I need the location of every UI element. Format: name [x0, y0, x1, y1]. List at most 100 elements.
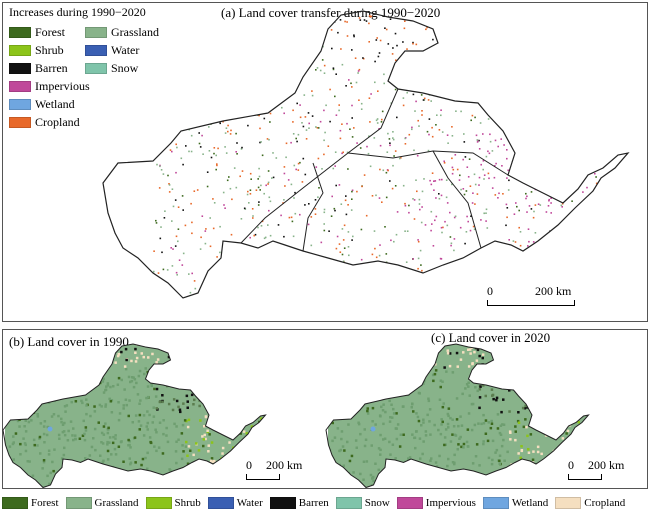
- land-cover-pixel: [258, 342, 261, 345]
- land-cover-pixel: [341, 333, 344, 336]
- change-dot: [545, 111, 547, 113]
- change-dot: [281, 106, 283, 109]
- change-dot: [439, 287, 442, 290]
- change-dot: [155, 14, 157, 17]
- change-dot: [200, 236, 202, 239]
- change-dot: [597, 148, 600, 150]
- change-dot: [267, 250, 269, 253]
- change-dot: [296, 102, 298, 105]
- change-dot: [438, 129, 441, 131]
- change-dot: [404, 230, 406, 232]
- change-dot: [186, 37, 188, 40]
- change-dot: [358, 68, 361, 71]
- land-cover-pixel: [281, 442, 284, 445]
- change-dot: [430, 229, 432, 232]
- land-cover-pixel: [572, 394, 575, 397]
- change-dot: [330, 29, 333, 31]
- change-dot: [375, 194, 377, 197]
- land-cover-pixel: [388, 440, 391, 444]
- change-dot: [421, 206, 423, 208]
- land-cover-pixel: [432, 379, 435, 383]
- change-dot: [174, 245, 177, 247]
- land-cover-pixel: [490, 419, 493, 423]
- change-dot: [330, 215, 333, 217]
- land-cover-pixel: [478, 396, 482, 399]
- change-dot: [236, 67, 239, 70]
- land-cover-pixel: [157, 480, 160, 483]
- change-dot: [225, 152, 228, 154]
- change-dot: [551, 80, 553, 82]
- land-cover-pixel: [459, 481, 462, 485]
- land-cover-pixel: [379, 448, 382, 452]
- change-dot: [427, 59, 430, 61]
- change-dot: [248, 76, 251, 78]
- change-dot: [562, 55, 565, 58]
- land-cover-pixel: [446, 422, 450, 426]
- change-dot: [491, 270, 493, 272]
- change-dot: [419, 86, 421, 89]
- change-dot: [466, 215, 468, 218]
- change-dot: [559, 117, 561, 120]
- change-dot: [272, 152, 274, 154]
- change-dot: [176, 274, 178, 276]
- land-cover-pixel: [484, 370, 488, 373]
- land-cover-pixel: [378, 359, 381, 363]
- change-dot: [553, 66, 556, 68]
- land-cover-pixel: [379, 433, 382, 437]
- change-dot: [585, 153, 587, 155]
- change-dot: [572, 246, 575, 249]
- land-cover-pixel: [546, 332, 549, 335]
- land-cover-pixel: [153, 387, 156, 391]
- land-cover-pixel: [266, 400, 269, 403]
- land-cover-pixel: [168, 333, 171, 336]
- change-dot: [475, 14, 478, 16]
- land-cover-pixel: [198, 404, 201, 408]
- land-cover-pixel: [234, 451, 237, 455]
- land-cover-pixel: [252, 391, 256, 394]
- legend-item-water: Water: [85, 43, 139, 58]
- land-cover-pixel: [138, 341, 141, 344]
- change-dot: [418, 125, 420, 127]
- land-cover-pixel: [217, 406, 220, 410]
- land-cover-pixel: [574, 414, 577, 417]
- land-cover-pixel: [571, 348, 574, 351]
- land-cover-pixel: [411, 354, 415, 358]
- change-dot: [550, 197, 552, 199]
- change-dot: [447, 142, 449, 144]
- land-cover-pixel: [35, 377, 39, 381]
- change-dot: [293, 83, 296, 86]
- land-cover-pixel: [261, 399, 264, 403]
- land-cover-pixel: [23, 385, 27, 388]
- change-dot: [479, 122, 482, 124]
- change-dot: [463, 141, 466, 143]
- change-dot: [249, 172, 252, 175]
- land-cover-pixel: [61, 378, 64, 382]
- land-cover-pixel: [47, 385, 50, 388]
- land-cover-pixel: [543, 418, 546, 422]
- change-dot: [530, 191, 533, 193]
- change-dot: [257, 186, 260, 189]
- land-cover-pixel: [397, 476, 401, 480]
- change-dot: [369, 165, 372, 168]
- change-dot: [347, 231, 350, 233]
- land-cover-pixel: [168, 481, 171, 484]
- land-cover-pixel: [562, 335, 565, 338]
- change-dot: [236, 142, 238, 144]
- land-cover-pixel: [24, 347, 27, 350]
- land-cover-pixel: [395, 383, 399, 386]
- change-dot: [267, 224, 269, 226]
- change-dot: [601, 28, 604, 31]
- land-cover-pixel: [63, 446, 66, 450]
- land-cover-pixel: [254, 396, 257, 399]
- land-cover-pixel: [339, 350, 342, 353]
- change-dot: [550, 212, 552, 214]
- land-cover-pixel: [407, 386, 410, 390]
- change-dot: [268, 30, 270, 33]
- land-cover-pixel: [182, 402, 185, 405]
- land-cover-pixel: [177, 334, 180, 337]
- land-cover-pixel: [460, 339, 463, 342]
- land-cover-pixel: [202, 438, 206, 441]
- land-cover-pixel: [140, 463, 143, 467]
- land-cover-pixel: [120, 350, 123, 354]
- land-cover-pixel: [521, 406, 525, 410]
